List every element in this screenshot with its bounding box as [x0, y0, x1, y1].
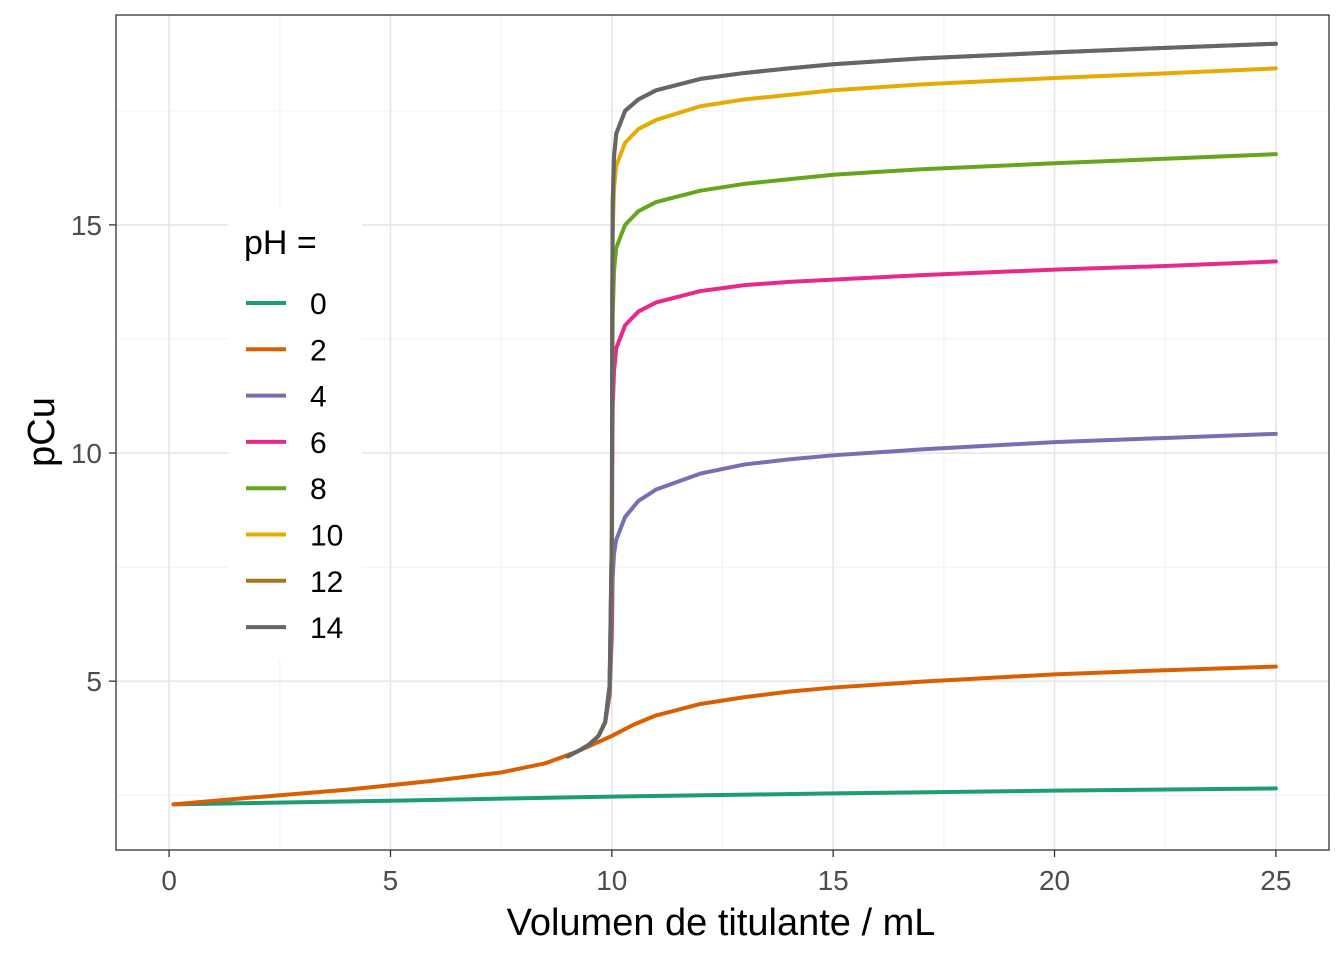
legend-item-ph-0: 0 — [246, 288, 327, 321]
legend-label-ph-10: 10 — [310, 520, 343, 553]
x-tick-label: 5 — [383, 865, 399, 896]
series-line-ph-2 — [171, 664, 1278, 807]
y-axis: 5 10 15 — [71, 210, 116, 697]
x-tick-label: 10 — [596, 865, 627, 896]
legend-label-ph-0: 0 — [310, 288, 327, 321]
series-line-ph-14 — [565, 41, 1278, 759]
y-tick-label: 5 — [86, 666, 102, 697]
legend-label-ph-6: 6 — [310, 427, 327, 460]
y-tick-label: 10 — [71, 438, 102, 469]
legend-label-ph-12: 12 — [310, 566, 343, 599]
x-axis-title: Volumen de titulante / mL — [507, 902, 936, 944]
legend-items: 0 2 4 6 8 10 12 14 — [246, 288, 343, 645]
legend-item-ph-12: 12 — [246, 566, 343, 599]
legend-label-ph-4: 4 — [310, 381, 327, 414]
panel-border — [115, 14, 1330, 851]
x-tick-label: 20 — [1039, 865, 1070, 896]
series-lines — [171, 41, 1278, 807]
x-tick-label: 25 — [1260, 865, 1291, 896]
y-tick-label: 15 — [71, 210, 102, 241]
legend-label-ph-2: 2 — [310, 334, 327, 367]
legend-item-ph-8: 8 — [246, 473, 327, 506]
legend-title: pH = — [244, 224, 317, 262]
x-axis: 0 5 10 15 20 25 — [161, 850, 1291, 896]
legend-item-ph-2: 2 — [246, 334, 327, 367]
legend-label-ph-14: 14 — [310, 612, 343, 645]
series-line-ph-0 — [171, 786, 1278, 807]
legend-item-ph-4: 4 — [246, 381, 327, 414]
legend-item-ph-6: 6 — [246, 427, 327, 460]
legend-label-ph-8: 8 — [310, 473, 327, 506]
x-tick-label: 0 — [161, 865, 177, 896]
legend-item-ph-10: 10 — [246, 520, 343, 553]
legend: pH = 0 2 4 6 8 10 12 14 — [228, 208, 362, 660]
legend-item-ph-14: 14 — [246, 612, 343, 645]
y-axis-title: pCu — [21, 397, 63, 467]
legend-background — [228, 208, 362, 660]
x-tick-label: 15 — [818, 865, 849, 896]
